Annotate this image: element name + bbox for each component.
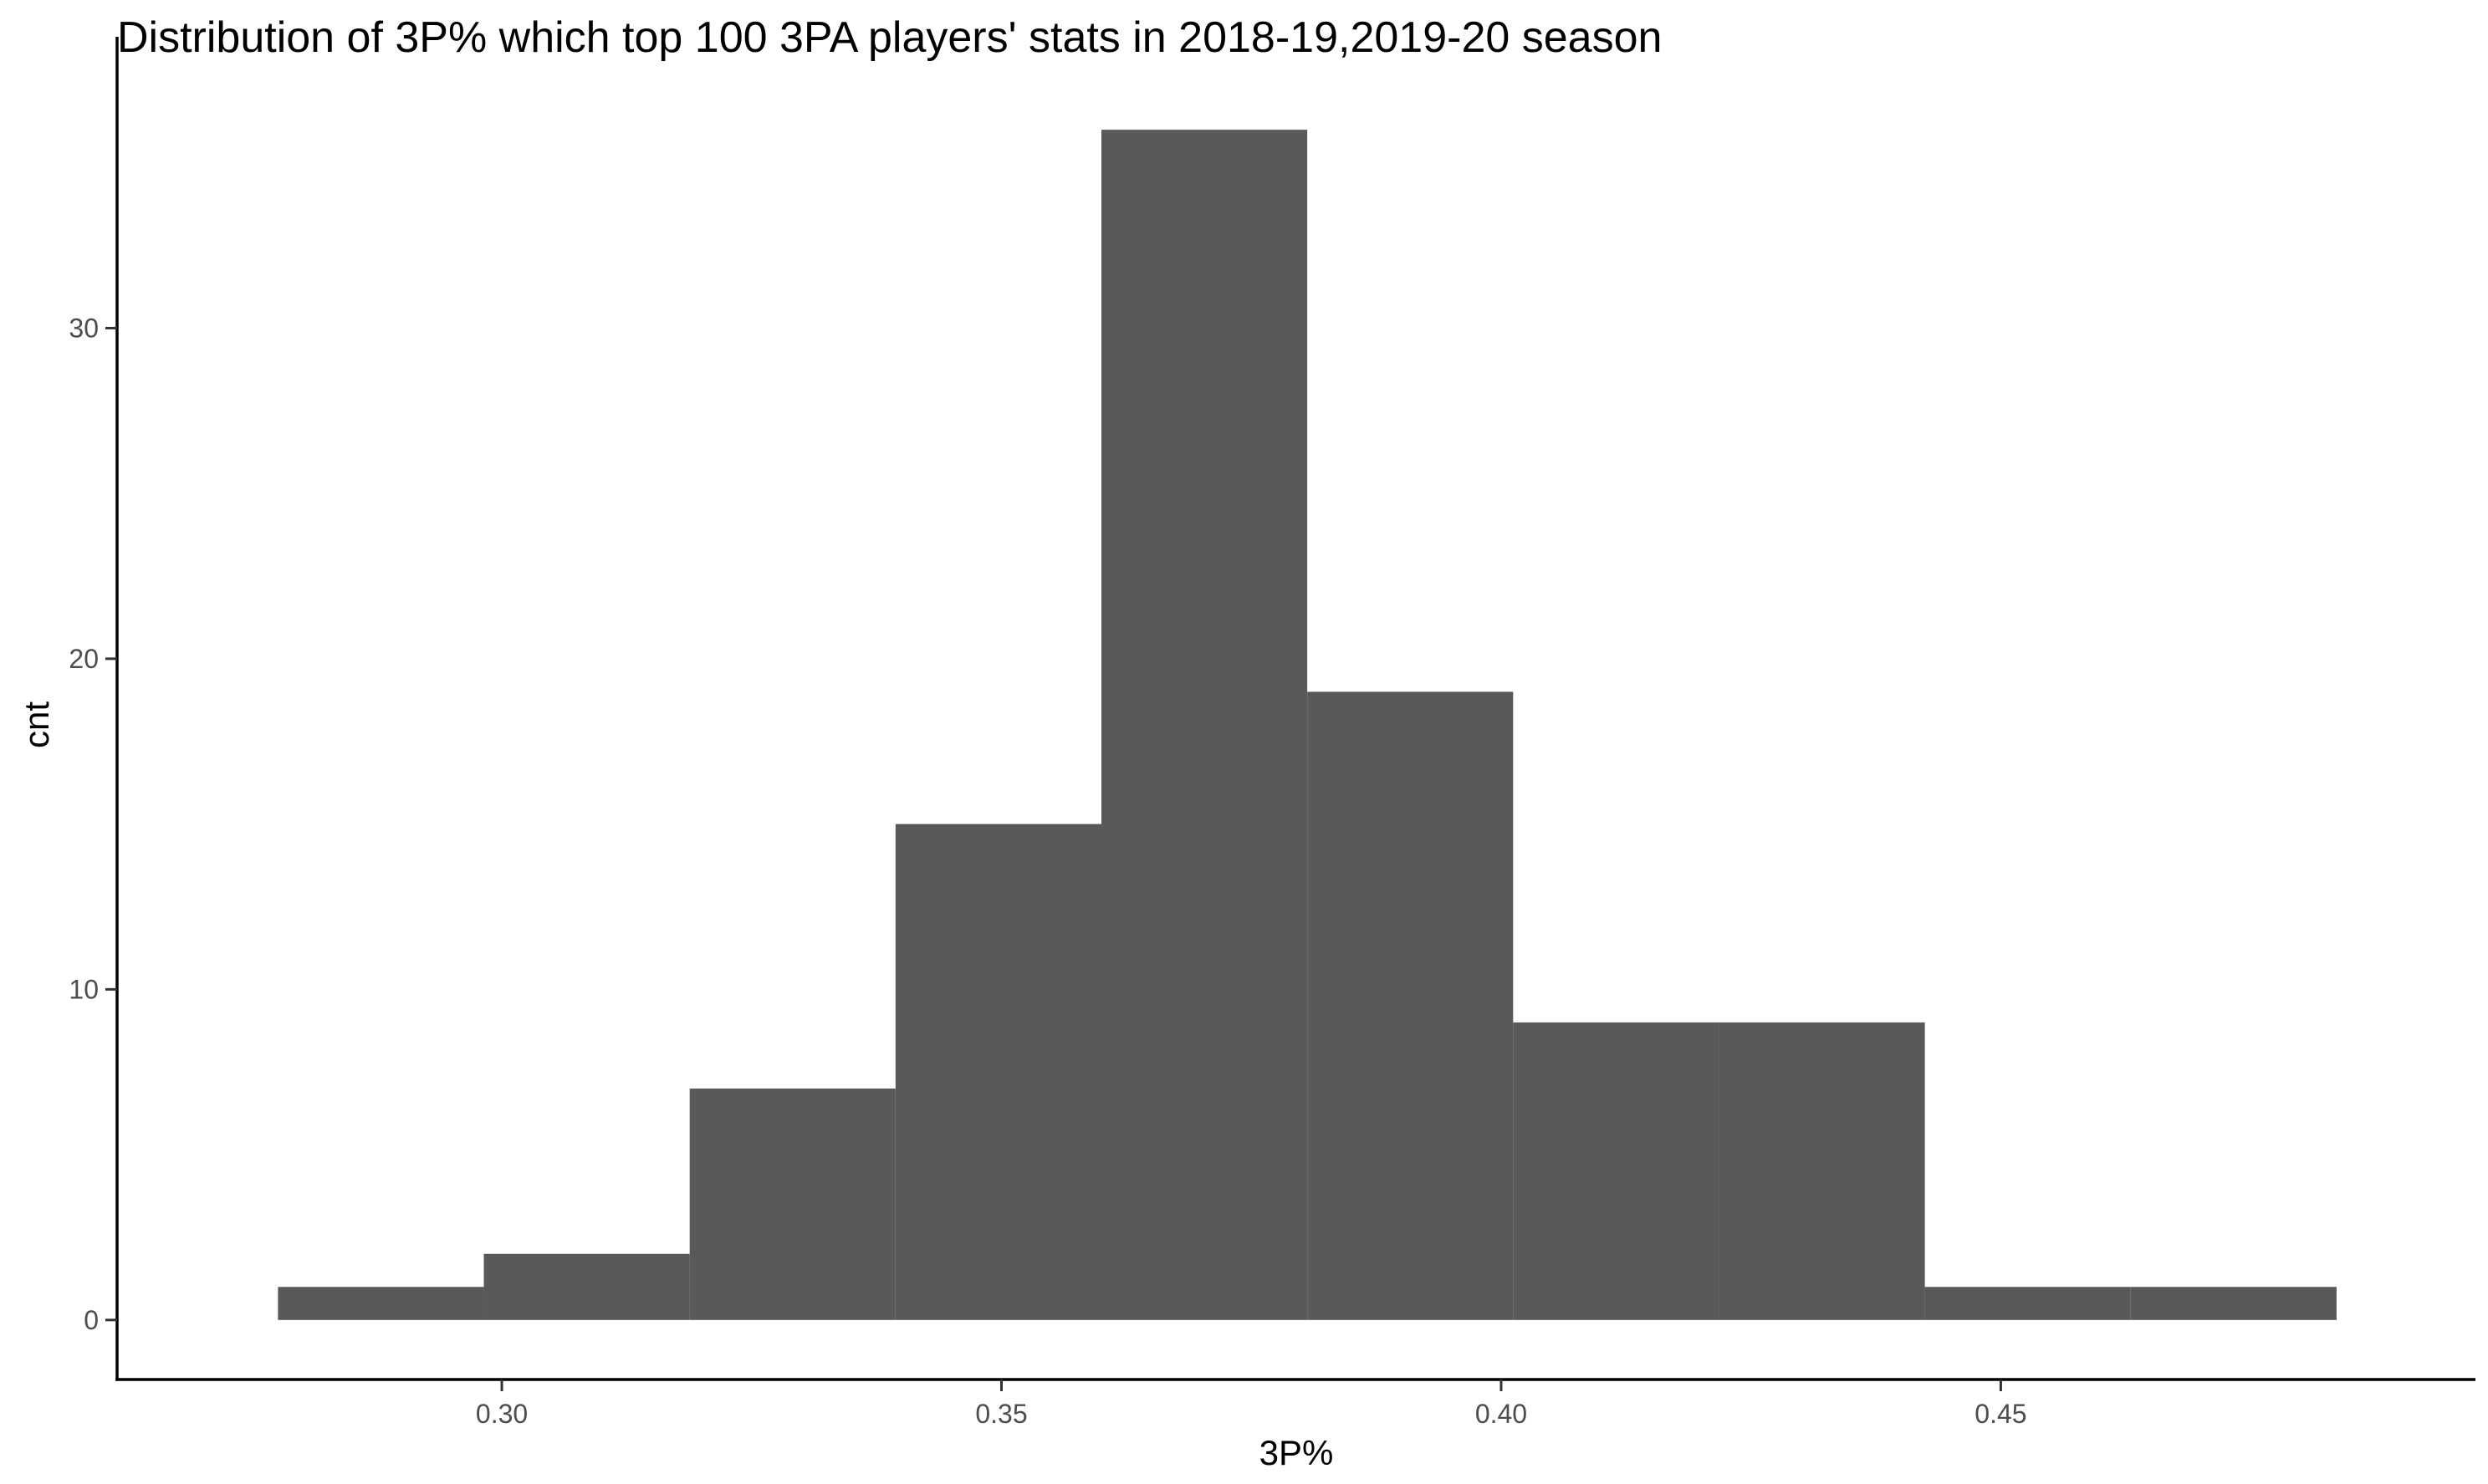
- histogram-bar-1: [278, 1287, 484, 1320]
- x-axis-ticks: 0.30 0.35 0.40 0.45: [476, 1379, 2027, 1429]
- x-tick-label: 0.45: [1975, 1399, 2026, 1429]
- histogram-bar-10: [2130, 1287, 2337, 1320]
- histogram-bar-9: [1924, 1287, 2131, 1320]
- y-tick-label: 0: [84, 1305, 99, 1335]
- histogram-bar-6: [1307, 691, 1514, 1320]
- chart-title: Distribution of 3P% which top 100 3PA pl…: [117, 13, 1662, 62]
- histogram-bar-5: [1101, 130, 1308, 1320]
- histogram-bar-8: [1719, 1022, 1925, 1320]
- y-axis-title: cnt: [17, 701, 56, 748]
- histogram-bar-2: [483, 1253, 690, 1320]
- histogram-bar-4: [895, 824, 1101, 1320]
- y-axis-ticks: 0 10 20 30: [69, 313, 117, 1335]
- histogram-bars: [278, 130, 2337, 1320]
- histogram-bar-7: [1513, 1022, 1719, 1320]
- y-tick-label: 30: [69, 313, 99, 343]
- y-tick-label: 20: [69, 644, 99, 674]
- x-tick-label: 0.40: [1475, 1399, 1527, 1429]
- x-tick-label: 0.35: [975, 1399, 1027, 1429]
- x-axis-title: 3P%: [1259, 1433, 1334, 1472]
- histogram-bar-3: [689, 1089, 896, 1320]
- x-tick-label: 0.30: [476, 1399, 528, 1429]
- y-tick-label: 10: [69, 974, 99, 1004]
